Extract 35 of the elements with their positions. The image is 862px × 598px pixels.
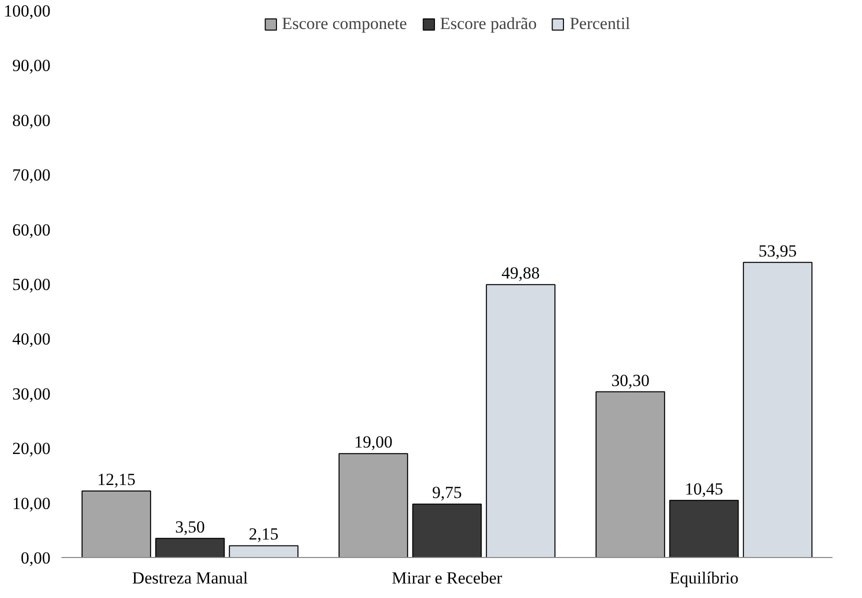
y-tick-label: 80,00 bbox=[12, 110, 50, 130]
y-tick-label: 60,00 bbox=[12, 220, 50, 240]
data-label: 49,88 bbox=[502, 264, 540, 283]
legend-label: Percentil bbox=[570, 14, 630, 34]
data-label: 53,95 bbox=[758, 241, 797, 260]
y-tick-label: 40,00 bbox=[12, 330, 50, 349]
bar bbox=[82, 490, 152, 558]
legend-label: Escore padrão bbox=[440, 14, 537, 34]
y-tick-label: 20,00 bbox=[12, 439, 50, 458]
bar bbox=[486, 284, 556, 558]
bar bbox=[596, 391, 666, 558]
data-label: 19,00 bbox=[354, 432, 392, 452]
data-label: 12,15 bbox=[97, 470, 136, 490]
x-tick-label: Equilíbrio bbox=[670, 568, 738, 588]
y-tick-label: 50,00 bbox=[12, 275, 50, 294]
bar bbox=[155, 538, 225, 558]
x-tick-label: Mirar e Receber bbox=[392, 568, 503, 588]
bar bbox=[338, 453, 408, 558]
bar bbox=[742, 262, 812, 558]
y-tick-label: 30,00 bbox=[12, 384, 50, 404]
y-tick-label: 90,00 bbox=[12, 56, 50, 76]
y-tick-label: 70,00 bbox=[12, 166, 50, 185]
data-label: 9,75 bbox=[432, 483, 462, 502]
legend-label: Escore componete bbox=[282, 14, 407, 34]
y-tick-label: 10,00 bbox=[12, 494, 50, 513]
x-tick-label: Destreza Manual bbox=[132, 568, 248, 588]
bar bbox=[412, 504, 482, 558]
data-label: 10,45 bbox=[684, 479, 724, 498]
data-label: 3,50 bbox=[175, 517, 205, 536]
y-tick-label: 0,00 bbox=[20, 548, 50, 568]
bar bbox=[669, 500, 739, 558]
data-label: 30,30 bbox=[611, 370, 650, 390]
y-tick-label: 100,00 bbox=[4, 2, 50, 20]
data-label: 2,15 bbox=[248, 524, 279, 544]
bar bbox=[228, 545, 298, 558]
